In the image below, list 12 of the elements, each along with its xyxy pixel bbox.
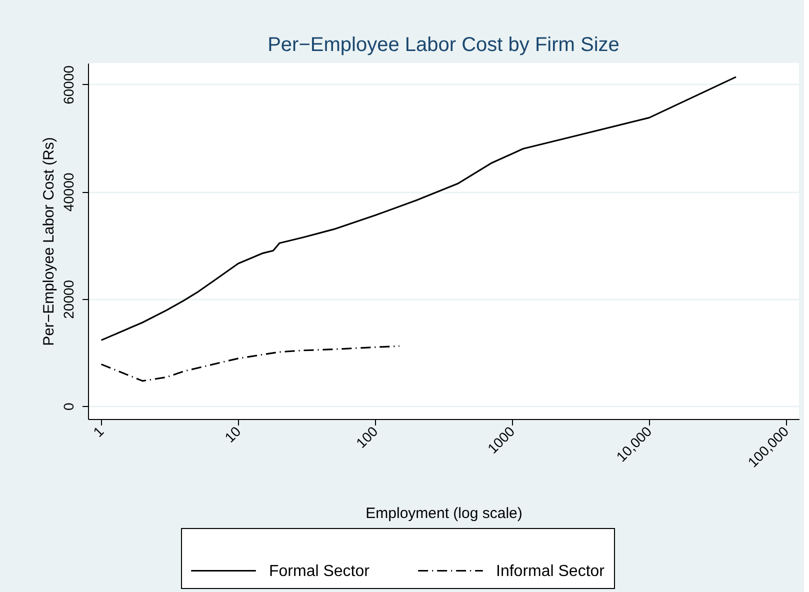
y-tick-label: 20000: [60, 280, 76, 319]
y-axis-title: Per−Employee Labor Cost (Rs): [40, 137, 58, 346]
legend-label: Formal Sector: [269, 562, 370, 580]
x-tick-label: 10: [221, 422, 244, 446]
x-tick-label: 1: [90, 422, 107, 440]
y-tick-label: 0: [60, 402, 76, 411]
legend-label: Informal Sector: [496, 562, 606, 580]
y-tick-label: 40000: [60, 172, 76, 212]
chart-title: Per−Employee Labor Cost by Firm Size: [268, 34, 620, 56]
x-axis-title: Employment (log scale): [366, 505, 522, 522]
x-tick-label: 100: [352, 422, 381, 451]
y-tick-label: 60000: [60, 65, 76, 104]
